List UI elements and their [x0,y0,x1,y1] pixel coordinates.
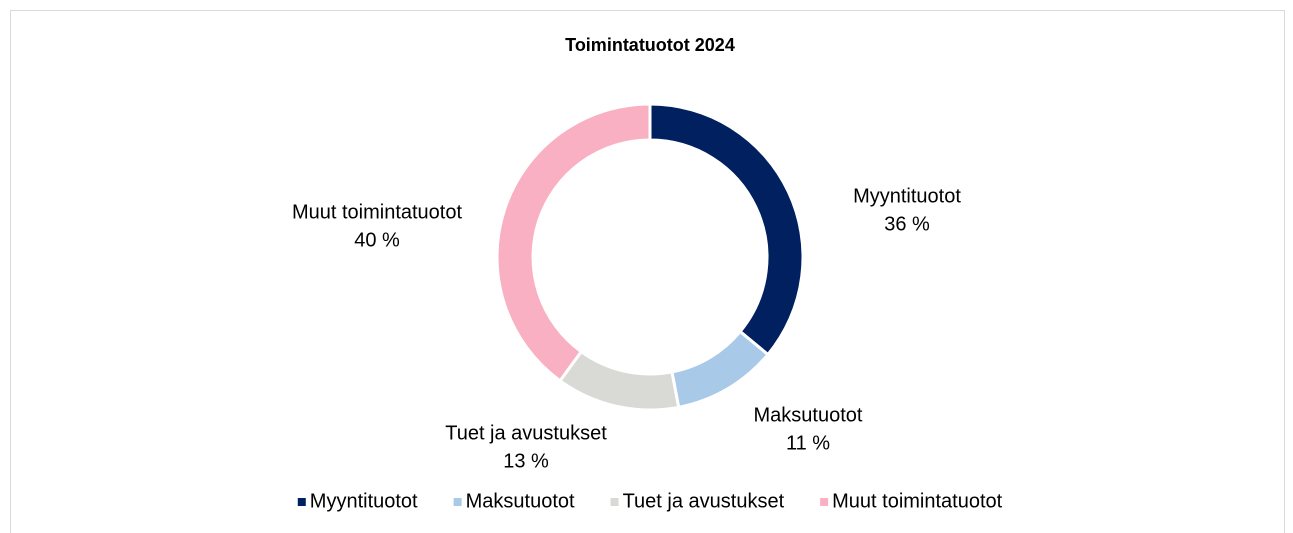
legend-label: Muut toimintatuotot [832,490,1003,512]
legend-label: Tuet ja avustukset [623,490,785,512]
legend-marker [297,498,306,506]
data-label-value: 11 % [786,432,830,454]
data-label-name: Maksutuotot [754,404,863,426]
data-label-name: Tuet ja avustukset [445,422,607,444]
chart-frame [10,10,1285,533]
legend-marker [453,498,462,506]
data-label-value: 13 % [503,450,549,472]
donut-segment [495,102,652,383]
data-label-value: 36 % [884,213,930,235]
data-label-name: Muut toimintatuotot [292,201,463,223]
legend-label: Maksutuotot [466,490,575,512]
data-label-value: 40 % [354,229,400,251]
legend-label: Myyntituotot [310,490,418,512]
data-label-name: Myyntituotot [853,185,961,207]
chart-title: Toimintatuotot 2024 [565,35,735,55]
legend-marker [610,498,619,506]
legend-marker [820,498,829,506]
